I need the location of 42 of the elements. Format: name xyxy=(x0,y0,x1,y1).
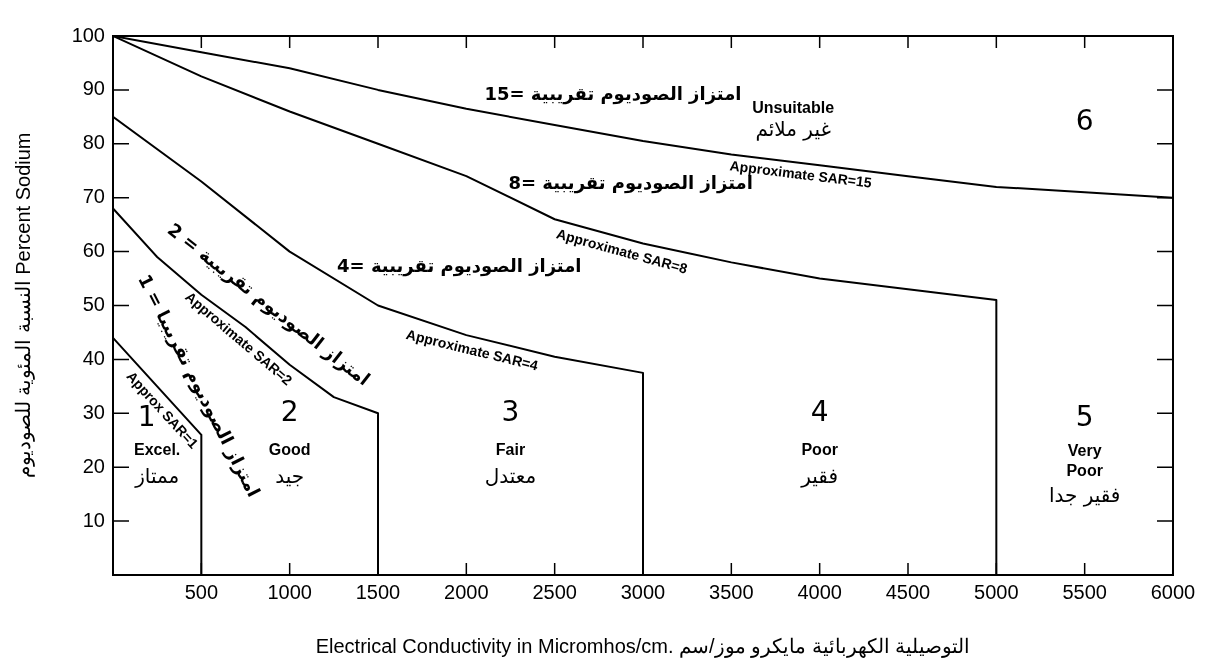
y-tick-label: 10 xyxy=(82,508,105,531)
y-tick-label: 50 xyxy=(82,293,105,316)
x-tick-label: 5500 xyxy=(1062,580,1107,603)
annotation: 3 xyxy=(501,394,520,428)
x-tick-label: 4500 xyxy=(885,580,931,603)
annotation: 6 xyxy=(1075,103,1094,137)
annotation: Good xyxy=(268,441,311,459)
annotation: 2 xyxy=(280,394,299,428)
annotation: Poor xyxy=(801,441,838,459)
x-tick-label: 2500 xyxy=(532,580,577,603)
annotation: غير ملائم xyxy=(755,116,831,141)
x-axis-title: Electrical Conductivity in Micromhos/cm. التوصيلية الكهربائية مايكرو موز/سم xyxy=(315,634,971,658)
x-tick-label: 4000 xyxy=(797,580,842,603)
annotation: فقير xyxy=(800,464,839,489)
annotation: جيد xyxy=(275,464,305,489)
annotation: Fair xyxy=(495,441,526,459)
x-tick-label: 5000 xyxy=(974,580,1019,603)
y-axis-title: النسبة المئوية للصوديوم Percent Sodium xyxy=(11,132,35,479)
x-tick-label: 1000 xyxy=(267,580,312,603)
x-tick-label: 500 xyxy=(184,580,219,603)
annotation: معتدل xyxy=(484,464,537,489)
y-tick-label: 30 xyxy=(82,400,105,423)
y-tick-label: 70 xyxy=(82,185,105,208)
y-tick-label: 20 xyxy=(82,454,105,477)
annotation: 4 xyxy=(810,394,829,428)
x-tick-label: 3000 xyxy=(620,580,666,603)
annotation: Unsuitable xyxy=(752,99,835,117)
annotation: فقير جدا xyxy=(1048,483,1121,508)
x-tick-label: 6000 xyxy=(1150,580,1196,603)
annotation: امتزاز الصوديوم تقريبية =4 xyxy=(337,255,582,278)
y-tick-label: 80 xyxy=(82,131,105,154)
y-tick-label: 40 xyxy=(82,346,105,369)
x-tick-label: 2000 xyxy=(444,580,489,603)
annotation: امتزاز الصوديوم تقريبية =15 xyxy=(484,82,742,105)
annotation: Very Poor xyxy=(1066,442,1103,480)
x-tick-label: 3500 xyxy=(709,580,754,603)
y-tick-label: 90 xyxy=(82,77,105,100)
annotation: ممتاز xyxy=(134,464,180,489)
x-tick-label: 1500 xyxy=(355,580,401,603)
annotation: 5 xyxy=(1075,399,1094,433)
y-tick-label: 100 xyxy=(71,23,105,46)
y-tick-label: 60 xyxy=(82,239,105,262)
